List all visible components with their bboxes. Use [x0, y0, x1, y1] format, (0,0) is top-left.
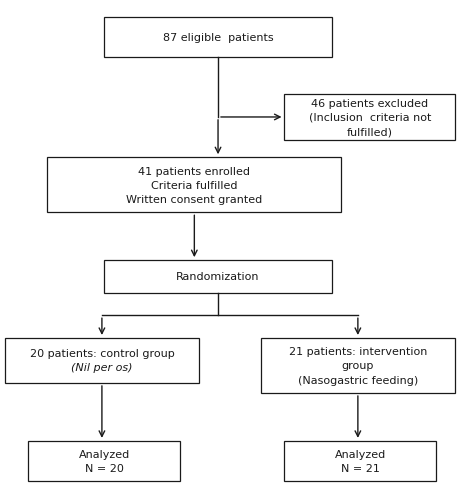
- Text: N = 21: N = 21: [341, 463, 380, 473]
- Bar: [104, 261, 332, 293]
- Bar: [5, 338, 199, 383]
- Text: Analyzed: Analyzed: [79, 449, 130, 459]
- Text: (Nil per os): (Nil per os): [71, 363, 133, 373]
- Bar: [284, 95, 455, 140]
- Text: Randomization: Randomization: [176, 272, 260, 282]
- Bar: [261, 338, 455, 393]
- Text: group: group: [342, 361, 374, 371]
- Text: (Nasogastric feeding): (Nasogastric feeding): [298, 375, 418, 385]
- Bar: [104, 18, 332, 58]
- Bar: [47, 158, 341, 213]
- Text: 20 patients: control group: 20 patients: control group: [29, 349, 174, 359]
- Bar: [284, 441, 436, 481]
- Text: 41 patients enrolled: 41 patients enrolled: [138, 166, 250, 176]
- Text: Written consent granted: Written consent granted: [126, 194, 263, 204]
- Text: fulfilled): fulfilled): [346, 127, 393, 137]
- Text: Criteria fulfilled: Criteria fulfilled: [151, 180, 237, 190]
- Bar: [28, 441, 180, 481]
- Text: N = 20: N = 20: [85, 463, 124, 473]
- Text: 46 patients excluded: 46 patients excluded: [311, 99, 428, 109]
- Text: 21 patients: intervention: 21 patients: intervention: [289, 347, 427, 357]
- Text: (Inclusion  criteria not: (Inclusion criteria not: [309, 113, 431, 123]
- Text: Analyzed: Analyzed: [335, 449, 386, 459]
- Text: 87 eligible  patients: 87 eligible patients: [163, 33, 273, 43]
